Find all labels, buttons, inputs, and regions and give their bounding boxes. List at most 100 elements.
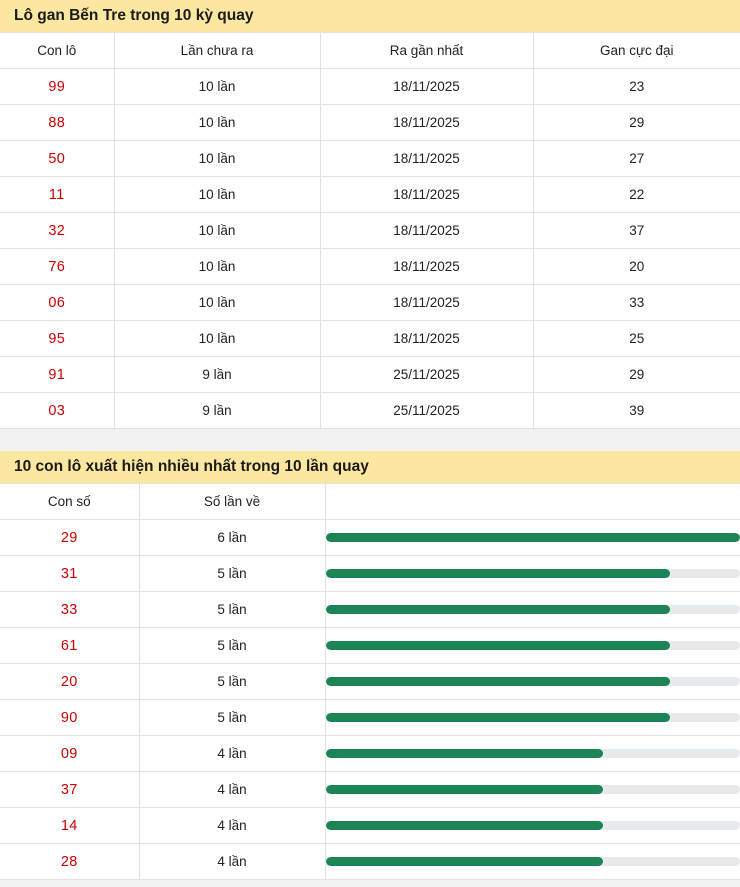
bar-fill	[325, 641, 670, 650]
cell-frequency-bar	[325, 807, 740, 844]
cell-frequency-bar	[325, 663, 740, 700]
table-row[interactable]: 99 10 lần 18/11/2025 23	[0, 68, 740, 105]
table-row[interactable]: 11 10 lần 18/11/2025 22	[0, 176, 740, 213]
cell-gan-cuc-dai: 25	[533, 320, 740, 357]
cell-ra-gan-nhat: 18/11/2025	[320, 248, 534, 285]
cell-lan-chua-ra: 9 lần	[114, 356, 321, 393]
cell-frequency-bar	[325, 627, 740, 664]
bar-fill	[325, 857, 604, 866]
table-row[interactable]: 76 10 lần 18/11/2025 20	[0, 248, 740, 285]
cell-frequency-bar	[325, 591, 740, 628]
bar-track	[325, 569, 740, 578]
cell-lan-chua-ra: 10 lần	[114, 104, 321, 141]
bar-fill	[325, 749, 604, 758]
cell-con-lo: 95	[0, 320, 115, 357]
cell-lan-chua-ra: 10 lần	[114, 140, 321, 177]
table-row[interactable]: 91 9 lần 25/11/2025 29	[0, 356, 740, 393]
table-row[interactable]: 33 5 lần	[0, 591, 740, 628]
table-header-row: Con lô Lần chưa ra Ra gần nhất Gan cực đ…	[0, 32, 740, 69]
cell-gan-cuc-dai: 22	[533, 176, 740, 213]
cell-gan-cuc-dai: 27	[533, 140, 740, 177]
cell-con-so: 33	[0, 591, 140, 628]
column-header-lan-chua-ra: Lần chưa ra	[114, 32, 321, 69]
cell-lan-chua-ra: 10 lần	[114, 68, 321, 105]
cell-so-lan-ve: 5 lần	[139, 627, 326, 664]
cell-con-lo: 88	[0, 104, 115, 141]
cell-gan-cuc-dai: 20	[533, 248, 740, 285]
cell-con-so: 14	[0, 807, 140, 844]
table-row[interactable]: 61 5 lần	[0, 627, 740, 664]
lo-gan-table: Con lô Lần chưa ra Ra gần nhất Gan cực đ…	[0, 32, 740, 429]
cell-so-lan-ve: 5 lần	[139, 555, 326, 592]
cell-con-lo: 91	[0, 356, 115, 393]
top-numbers-table: Con số Số lần về 29 6 lần 31 5 lần	[0, 483, 740, 880]
table-row[interactable]: 37 4 lần	[0, 771, 740, 808]
cell-con-so: 28	[0, 843, 140, 880]
lo-gan-table-body: 99 10 lần 18/11/2025 23 88 10 lần 18/11/…	[0, 68, 740, 429]
cell-so-lan-ve: 5 lần	[139, 591, 326, 628]
cell-ra-gan-nhat: 18/11/2025	[320, 68, 534, 105]
cell-con-lo: 11	[0, 176, 115, 213]
cell-ra-gan-nhat: 18/11/2025	[320, 176, 534, 213]
bar-fill	[325, 713, 670, 722]
cell-gan-cuc-dai: 29	[533, 356, 740, 393]
top-numbers-section-title: 10 con lô xuất hiện nhiều nhất trong 10 …	[0, 451, 740, 483]
table-row[interactable]: 90 5 lần	[0, 699, 740, 736]
cell-so-lan-ve: 5 lần	[139, 663, 326, 700]
cell-so-lan-ve: 4 lần	[139, 735, 326, 772]
cell-gan-cuc-dai: 39	[533, 392, 740, 429]
bar-track	[325, 857, 740, 866]
table-row[interactable]: 03 9 lần 25/11/2025 39	[0, 392, 740, 429]
table-row[interactable]: 95 10 lần 18/11/2025 25	[0, 320, 740, 357]
cell-lan-chua-ra: 10 lần	[114, 176, 321, 213]
lo-gan-section-title: Lô gan Bến Tre trong 10 kỳ quay	[0, 0, 740, 32]
bar-track	[325, 641, 740, 650]
cell-so-lan-ve: 6 lần	[139, 519, 326, 556]
cell-ra-gan-nhat: 18/11/2025	[320, 212, 534, 249]
bar-track	[325, 605, 740, 614]
table-row[interactable]: 88 10 lần 18/11/2025 29	[0, 104, 740, 141]
bar-track	[325, 749, 740, 758]
cell-frequency-bar	[325, 735, 740, 772]
cell-con-so: 09	[0, 735, 140, 772]
table-row[interactable]: 28 4 lần	[0, 843, 740, 880]
bar-track	[325, 785, 740, 794]
cell-con-so: 61	[0, 627, 140, 664]
column-header-con-lo: Con lô	[0, 32, 115, 69]
bar-fill	[325, 533, 740, 542]
cell-lan-chua-ra: 9 lần	[114, 392, 321, 429]
cell-con-so: 90	[0, 699, 140, 736]
cell-frequency-bar	[325, 771, 740, 808]
cell-con-lo: 99	[0, 68, 115, 105]
table-row[interactable]: 06 10 lần 18/11/2025 33	[0, 284, 740, 321]
cell-con-lo: 03	[0, 392, 115, 429]
cell-ra-gan-nhat: 18/11/2025	[320, 320, 534, 357]
cell-frequency-bar	[325, 699, 740, 736]
cell-so-lan-ve: 4 lần	[139, 771, 326, 808]
bar-fill	[325, 677, 670, 686]
cell-gan-cuc-dai: 29	[533, 104, 740, 141]
table-row[interactable]: 50 10 lần 18/11/2025 27	[0, 140, 740, 177]
cell-lan-chua-ra: 10 lần	[114, 284, 321, 321]
cell-ra-gan-nhat: 25/11/2025	[320, 392, 534, 429]
table-row[interactable]: 14 4 lần	[0, 807, 740, 844]
cell-ra-gan-nhat: 18/11/2025	[320, 140, 534, 177]
column-header-gan-cuc-dai: Gan cực đại	[533, 32, 740, 69]
cell-so-lan-ve: 5 lần	[139, 699, 326, 736]
column-header-bar	[325, 483, 740, 520]
cell-con-so: 37	[0, 771, 140, 808]
table-row[interactable]: 32 10 lần 18/11/2025 37	[0, 212, 740, 249]
bar-track	[325, 821, 740, 830]
cell-frequency-bar	[325, 519, 740, 556]
bar-track	[325, 533, 740, 542]
cell-gan-cuc-dai: 23	[533, 68, 740, 105]
cell-ra-gan-nhat: 25/11/2025	[320, 356, 534, 393]
table-row[interactable]: 31 5 lần	[0, 555, 740, 592]
cell-frequency-bar	[325, 843, 740, 880]
table-row[interactable]: 29 6 lần	[0, 519, 740, 556]
cell-con-lo: 06	[0, 284, 115, 321]
table-row[interactable]: 09 4 lần	[0, 735, 740, 772]
cell-gan-cuc-dai: 33	[533, 284, 740, 321]
table-row[interactable]: 20 5 lần	[0, 663, 740, 700]
top-numbers-table-body: 29 6 lần 31 5 lần 33 5 lần	[0, 519, 740, 880]
